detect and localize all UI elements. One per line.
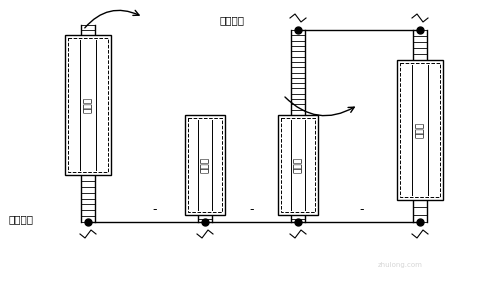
Text: 连接器: 连接器 [83, 97, 92, 113]
Text: 连接器: 连接器 [294, 157, 303, 173]
Bar [278, 115, 318, 215]
Text: 连接器: 连接器 [416, 122, 425, 138]
Bar [185, 115, 225, 215]
Text: zhulong.com: zhulong.com [377, 262, 423, 268]
Text: -: - [153, 204, 157, 216]
Bar [281, 118, 315, 212]
Text: 连接器: 连接器 [200, 157, 209, 173]
Bar [65, 35, 111, 175]
Text: 钓笼主筋: 钓笼主筋 [220, 15, 245, 25]
Text: -: - [250, 204, 254, 216]
Bar [397, 60, 443, 200]
Bar [68, 38, 108, 172]
Text: 钓笼主筋: 钓笼主筋 [8, 214, 33, 224]
Text: -: - [360, 204, 364, 216]
Bar [188, 118, 222, 212]
Bar [400, 63, 440, 197]
